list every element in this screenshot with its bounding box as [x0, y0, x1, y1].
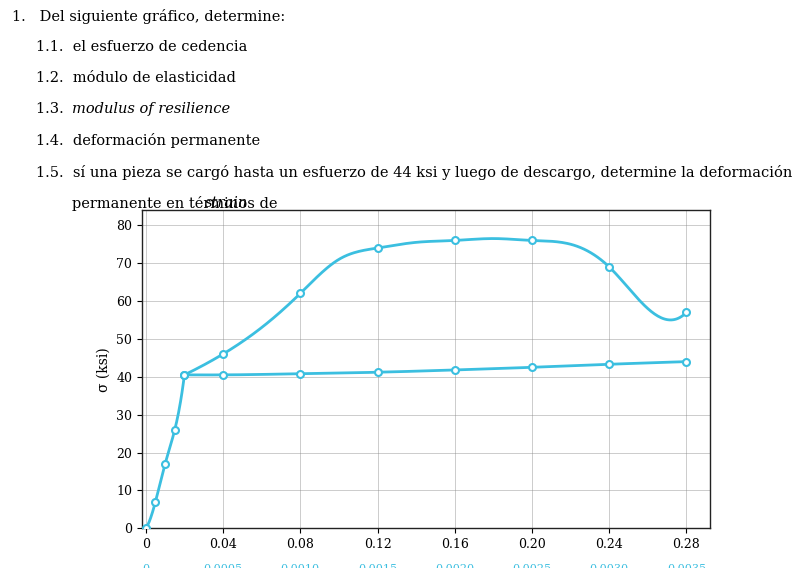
- Text: 1.5.  sí una pieza se cargó hasta un esfuerzo de 44 ksi y luego de descargo, det: 1.5. sí una pieza se cargó hasta un esfu…: [36, 165, 793, 179]
- Text: 0.0025: 0.0025: [513, 565, 551, 568]
- Text: 0.0005: 0.0005: [204, 565, 242, 568]
- Text: 1.4.  deformación permanente: 1.4. deformación permanente: [36, 133, 260, 148]
- Text: 0.0015: 0.0015: [358, 565, 397, 568]
- Text: 1.   Del siguiente gráfico, determine:: 1. Del siguiente gráfico, determine:: [12, 9, 285, 23]
- Text: 0.0020: 0.0020: [436, 565, 474, 568]
- Text: strain: strain: [204, 196, 247, 210]
- Text: 1.1.  el esfuerzo de cedencia: 1.1. el esfuerzo de cedencia: [36, 40, 248, 54]
- Text: 0: 0: [142, 565, 149, 568]
- Text: 0.0010: 0.0010: [281, 565, 320, 568]
- Text: 1.3.: 1.3.: [36, 102, 74, 116]
- Text: 1.2.  módulo de elasticidad: 1.2. módulo de elasticidad: [36, 71, 236, 85]
- Text: 0.0030: 0.0030: [590, 565, 629, 568]
- Y-axis label: σ (ksi): σ (ksi): [97, 347, 110, 391]
- Text: 0.0035: 0.0035: [667, 565, 706, 568]
- Text: permanente en términos de: permanente en términos de: [72, 196, 282, 211]
- Text: modulus of resilience: modulus of resilience: [72, 102, 230, 116]
